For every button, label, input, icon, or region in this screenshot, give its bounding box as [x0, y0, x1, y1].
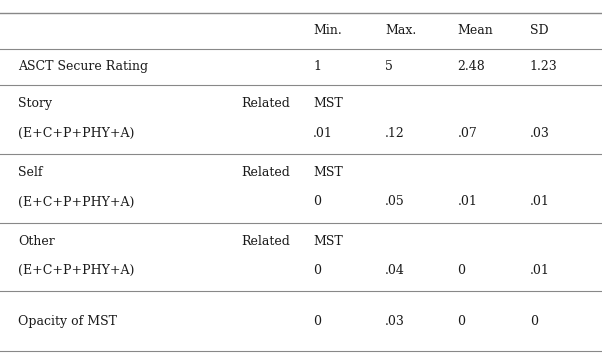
Text: 0: 0 — [458, 315, 465, 328]
Text: (E+C+P+PHY+A): (E+C+P+PHY+A) — [18, 127, 134, 140]
Text: MST: MST — [313, 166, 343, 179]
Text: .05: .05 — [385, 195, 405, 209]
Text: Related: Related — [241, 166, 290, 179]
Text: 0: 0 — [530, 315, 538, 328]
Text: Max.: Max. — [385, 24, 417, 37]
Text: .04: .04 — [385, 264, 405, 277]
Text: MST: MST — [313, 97, 343, 110]
Text: 1.23: 1.23 — [530, 60, 557, 73]
Text: Opacity of MST: Opacity of MST — [18, 315, 117, 328]
Text: .01: .01 — [313, 127, 333, 140]
Text: Related: Related — [241, 97, 290, 110]
Text: (E+C+P+PHY+A): (E+C+P+PHY+A) — [18, 264, 134, 277]
Text: (E+C+P+PHY+A): (E+C+P+PHY+A) — [18, 195, 134, 209]
Text: .12: .12 — [385, 127, 405, 140]
Text: MST: MST — [313, 235, 343, 248]
Text: 2.48: 2.48 — [458, 60, 485, 73]
Text: .03: .03 — [530, 127, 550, 140]
Text: 5: 5 — [385, 60, 393, 73]
Text: 1: 1 — [313, 60, 321, 73]
Text: .01: .01 — [458, 195, 477, 209]
Text: .01: .01 — [530, 264, 550, 277]
Text: Self: Self — [18, 166, 43, 179]
Text: Mean: Mean — [458, 24, 493, 37]
Text: Other: Other — [18, 235, 55, 248]
Text: Min.: Min. — [313, 24, 342, 37]
Text: 0: 0 — [313, 264, 321, 277]
Text: SD: SD — [530, 24, 548, 37]
Text: Related: Related — [241, 235, 290, 248]
Text: 0: 0 — [313, 195, 321, 209]
Text: .03: .03 — [385, 315, 405, 328]
Text: ASCT Secure Rating: ASCT Secure Rating — [18, 60, 148, 73]
Text: .07: .07 — [458, 127, 477, 140]
Text: 0: 0 — [458, 264, 465, 277]
Text: 0: 0 — [313, 315, 321, 328]
Text: .01: .01 — [530, 195, 550, 209]
Text: Story: Story — [18, 97, 52, 110]
